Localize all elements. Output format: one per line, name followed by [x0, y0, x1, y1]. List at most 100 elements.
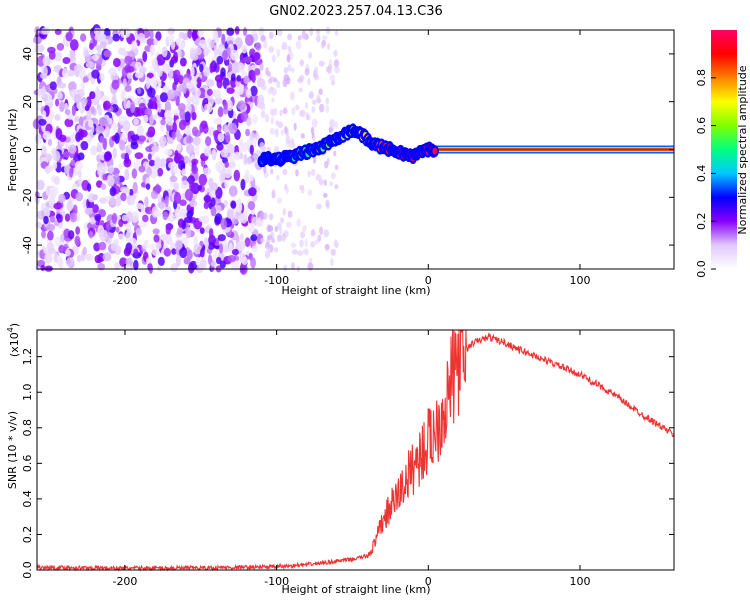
noise-speck: [125, 222, 132, 233]
noise-speck: [131, 168, 138, 179]
noise-speck: [170, 262, 179, 273]
noise-speck: [64, 118, 74, 128]
snr-x-ticks: -200 -100 0 100: [112, 330, 590, 588]
noise-speck: [99, 135, 105, 144]
noise-speck: [89, 91, 96, 100]
noise-speck: [298, 87, 303, 93]
noise-speck: [212, 89, 222, 98]
noise-speck: [155, 242, 162, 250]
noise-speck: [153, 113, 158, 120]
colorbar-tick-label: 0.8: [695, 69, 708, 87]
noise-speck: [107, 67, 117, 76]
noise-speck: [300, 133, 305, 139]
noise-speck: [314, 239, 319, 245]
noise-speck: [216, 142, 224, 151]
noise-speck: [213, 44, 218, 57]
noise-speck: [53, 202, 63, 210]
noise-speck: [246, 157, 253, 165]
noise-speck: [91, 69, 100, 79]
noise-speck: [229, 161, 237, 169]
noise-speck: [263, 165, 267, 174]
noise-speck: [146, 72, 154, 79]
noise-speck: [267, 234, 273, 240]
noise-speck: [133, 259, 139, 271]
snr-y-tick-label: 1.0: [21, 383, 34, 401]
noise-speck: [131, 40, 138, 50]
colorbar-tick-label: 0.4: [695, 165, 708, 183]
noise-speck: [98, 116, 108, 127]
noise-speck: [44, 252, 53, 264]
noise-speck: [133, 248, 139, 256]
noise-speck: [78, 116, 84, 127]
noise-speck: [90, 145, 98, 156]
noise-speck: [178, 119, 187, 131]
noise-speck: [286, 76, 291, 85]
noise-speck: [249, 174, 254, 182]
noise-speck: [57, 82, 67, 89]
chart-title: GN02.2023.257.04.13.C36: [269, 4, 443, 19]
noise-speck: [109, 196, 116, 206]
noise-speck: [173, 69, 181, 79]
spectrogram-y-tick-label: -40: [21, 236, 34, 254]
noise-speck: [260, 105, 266, 111]
noise-speck: [307, 189, 313, 197]
noise-speck: [185, 226, 192, 239]
noise-speck: [52, 161, 58, 170]
spectrogram-x-label: Height of straight line (km): [281, 284, 430, 297]
noise-speck: [181, 168, 187, 177]
noise-speck: [231, 62, 240, 74]
noise-speck: [183, 127, 191, 135]
spectrogram-x-ticks: -200 -100 0 100: [112, 30, 590, 287]
noise-speck: [103, 49, 112, 58]
noise-speck: [194, 47, 202, 56]
noise-speck: [86, 134, 92, 144]
noise-speck: [273, 247, 279, 253]
noise-speck: [243, 154, 248, 166]
spectrogram-noise: [32, 24, 340, 275]
noise-speck: [123, 247, 131, 257]
noise-speck: [46, 223, 56, 232]
noise-speck: [260, 237, 265, 244]
noise-speck: [156, 264, 161, 272]
colorbar: 0.0 0.2 0.4 0.6 0.8 Normalized spectral ampl…: [695, 30, 749, 278]
noise-speck: [66, 201, 74, 212]
noise-speck: [175, 254, 181, 267]
noise-speck: [300, 109, 306, 118]
noise-speck: [241, 111, 249, 122]
noise-speck: [311, 118, 318, 128]
snr-y-ticks: 0.0 0.2 0.4 0.6 0.8 1.0 1.2: [21, 348, 674, 579]
noise-speck: [69, 39, 79, 51]
noise-speck: [62, 151, 71, 158]
spectrogram-x-tick-label: -100: [264, 274, 289, 287]
noise-speck: [126, 65, 135, 73]
noise-speck: [302, 225, 307, 232]
noise-speck: [132, 181, 138, 194]
noise-speck: [285, 186, 289, 194]
noise-speck: [333, 49, 338, 57]
noise-speck: [213, 97, 223, 105]
noise-speck: [312, 157, 317, 164]
noise-speck: [214, 117, 222, 124]
noise-speck: [156, 67, 163, 77]
noise-speck: [109, 186, 117, 197]
noise-speck: [58, 258, 64, 271]
noise-speck: [118, 163, 124, 170]
noise-speck: [230, 73, 236, 82]
noise-speck: [118, 219, 124, 228]
noise-speck: [250, 257, 256, 269]
noise-speck: [65, 31, 73, 42]
noise-speck: [157, 101, 162, 113]
noise-speck: [177, 102, 186, 112]
noise-speck: [210, 197, 216, 208]
noise-speck: [89, 42, 94, 50]
noise-speck: [82, 76, 88, 83]
noise-speck: [299, 231, 306, 239]
noise-speck: [84, 49, 90, 57]
noise-speck: [134, 152, 144, 160]
noise-speck: [75, 226, 81, 235]
noise-speck: [165, 157, 174, 164]
noise-speck: [53, 51, 62, 62]
noise-speck: [149, 29, 154, 40]
noise-speck: [247, 200, 256, 211]
